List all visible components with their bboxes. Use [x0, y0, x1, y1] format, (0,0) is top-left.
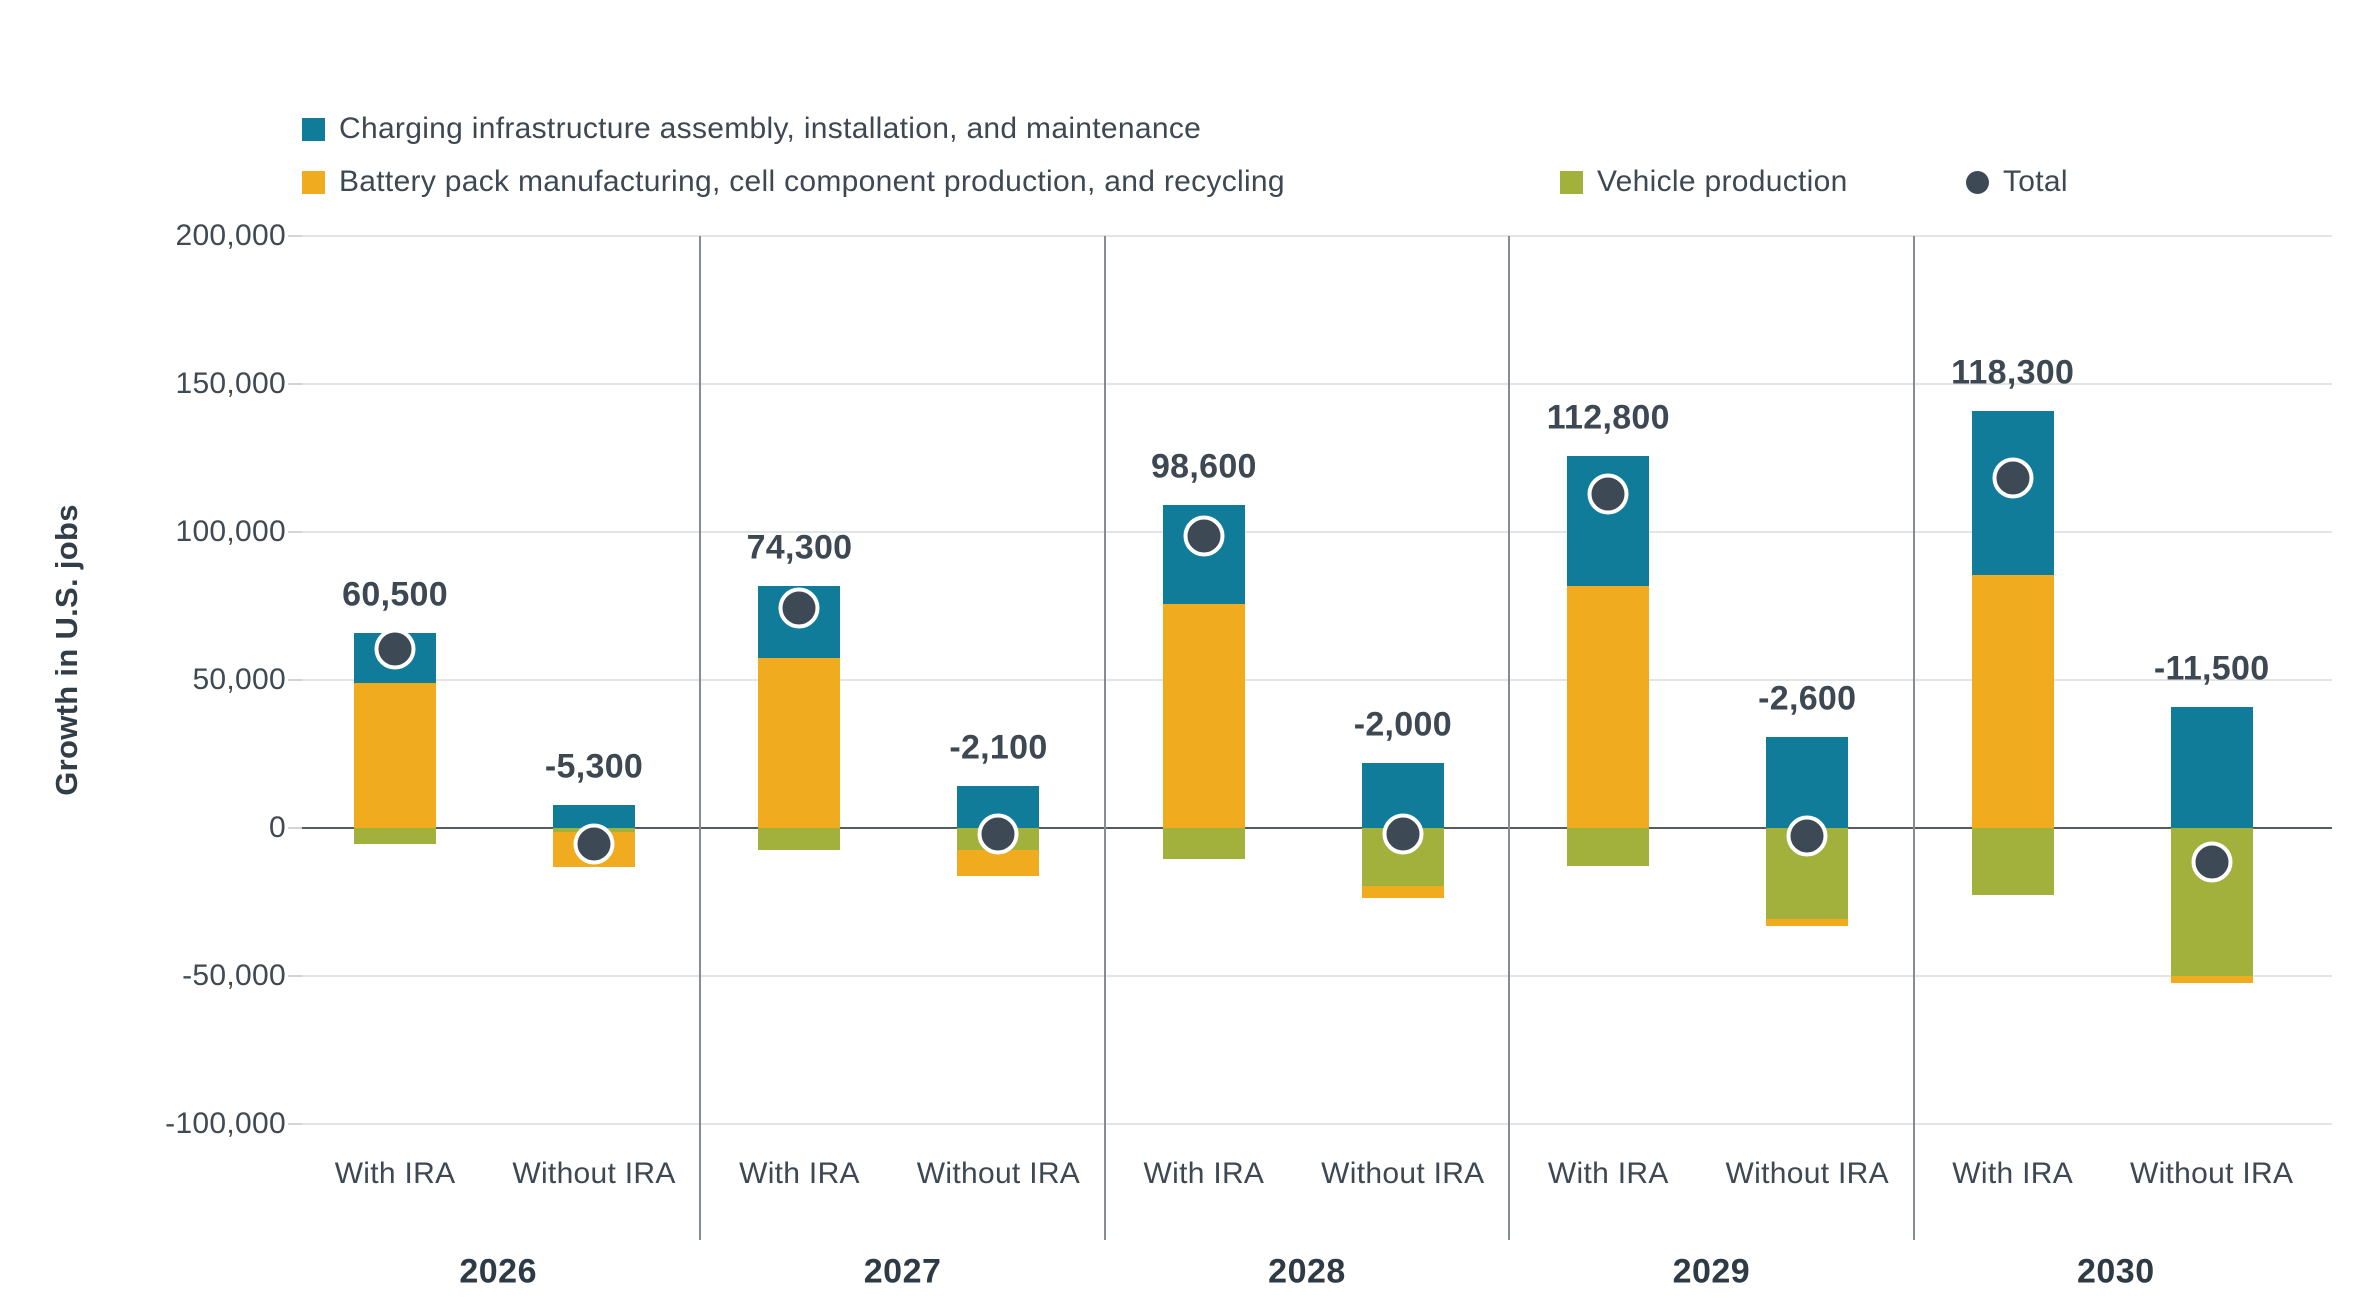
- y-axis-tick-label: 0: [269, 811, 286, 844]
- x-axis-bar-label: With IRA: [1547, 1157, 1669, 1190]
- bar-value-label: 60,500: [342, 575, 448, 614]
- year-group-separator: [1912, 236, 1915, 1240]
- y-axis-tick: [288, 383, 302, 385]
- legend-label-vehicle: Vehicle production: [1597, 165, 1848, 198]
- y-axis-tick: [288, 1123, 302, 1125]
- x-axis-bar-label: With IRA: [1952, 1157, 2074, 1190]
- bar-segment-vehicle: [1162, 828, 1245, 859]
- x-axis-year-label: 2027: [863, 1252, 942, 1291]
- bar-value-label: -2,100: [949, 728, 1048, 767]
- charging-swatch-icon: [302, 117, 325, 141]
- x-axis-year-label: 2026: [459, 1252, 538, 1291]
- bar-segment-charging: [553, 804, 636, 828]
- total-dot-icon: [1966, 170, 1989, 194]
- bar-segment-battery: [1162, 603, 1245, 828]
- battery-swatch-icon: [302, 170, 325, 194]
- gridline: [296, 383, 2332, 385]
- bar-segment-battery: [1567, 586, 1650, 828]
- total-marker: [1587, 473, 1629, 515]
- total-marker: [778, 587, 820, 629]
- total-marker: [2191, 841, 2233, 883]
- y-axis-tick: [288, 975, 302, 977]
- x-axis-bar-label: Without IRA: [916, 1157, 1081, 1190]
- y-axis-tick-label: -50,000: [182, 959, 286, 992]
- y-axis-tick: [288, 827, 302, 829]
- legend-label-battery: Battery pack manufacturing, cell compone…: [339, 165, 1285, 198]
- y-axis-tick: [288, 679, 302, 681]
- bar-segment-battery: [1766, 918, 1849, 927]
- bar-value-label: -2,600: [1758, 679, 1857, 718]
- x-axis-year-label: 2029: [1672, 1252, 1751, 1291]
- gridline: [296, 679, 2332, 681]
- bar-value-label: -11,500: [2153, 649, 2270, 688]
- y-axis-tick-label: 100,000: [175, 515, 286, 548]
- bar-segment-vehicle: [1567, 828, 1650, 867]
- y-axis-tick: [288, 531, 302, 533]
- bar-segment-battery: [2170, 976, 2253, 984]
- y-axis-tick-label: 200,000: [175, 219, 286, 252]
- bar-segment-battery: [1361, 886, 1444, 899]
- total-marker: [573, 823, 615, 865]
- bar-segment-battery: [758, 658, 841, 828]
- bar-value-label: -5,300: [544, 747, 644, 786]
- bar-segment-vehicle: [758, 828, 841, 851]
- y-axis-tick: [288, 235, 302, 237]
- gridline: [296, 975, 2332, 977]
- bar-value-label: 74,300: [746, 528, 853, 567]
- bar-value-label: -2,000: [1353, 705, 1452, 744]
- x-axis-year-label: 2028: [1268, 1252, 1346, 1291]
- x-axis-bar-label: With IRA: [739, 1157, 860, 1190]
- legend-item-total: Total: [1966, 165, 2068, 199]
- bar-segment-vehicle: [354, 828, 437, 844]
- x-axis-bar-label: Without IRA: [1725, 1157, 1889, 1190]
- x-axis-bar-label: With IRA: [1143, 1157, 1265, 1190]
- legend-label-charging: Charging infrastructure assembly, instal…: [339, 112, 1202, 145]
- total-marker: [1382, 813, 1424, 855]
- legend-label-total: Total: [2003, 165, 2068, 198]
- x-axis-bar-label: Without IRA: [512, 1157, 676, 1190]
- gridline: [296, 531, 2332, 533]
- y-axis-tick-label: -100,000: [165, 1107, 286, 1140]
- year-group-separator: [1103, 236, 1106, 1240]
- bar-segment-battery: [1971, 574, 2054, 828]
- total-marker: [374, 628, 416, 670]
- bar-segment-battery: [354, 682, 437, 828]
- legend-item-charging: Charging infrastructure assembly, instal…: [302, 112, 1201, 146]
- gridline: [296, 1123, 2332, 1125]
- y-axis-tick-label: 150,000: [175, 367, 286, 400]
- vehicle-swatch-icon: [1560, 170, 1583, 194]
- total-marker: [1786, 815, 1828, 857]
- x-axis-bar-label: With IRA: [334, 1157, 456, 1190]
- bar-segment-charging: [1766, 737, 1849, 828]
- year-group-separator: [1508, 236, 1511, 1240]
- total-marker: [1183, 515, 1225, 557]
- y-axis-tick-label: 50,000: [192, 663, 286, 696]
- zero-line: [296, 827, 2332, 829]
- total-marker: [977, 813, 1019, 855]
- bar-segment-charging: [2170, 706, 2253, 828]
- bar-value-label: 112,800: [1546, 398, 1670, 437]
- x-axis-bar-label: Without IRA: [2129, 1157, 2294, 1190]
- bar-value-label: 98,600: [1150, 447, 1257, 486]
- legend-item-vehicle: Vehicle production: [1560, 165, 1848, 199]
- x-axis-year-label: 2030: [2076, 1252, 2155, 1291]
- gridline: [296, 235, 2332, 237]
- total-marker: [1992, 457, 2034, 499]
- bar-value-label: 118,300: [1951, 353, 2075, 392]
- year-group-separator: [699, 236, 702, 1240]
- x-axis-bar-label: Without IRA: [1321, 1157, 1485, 1190]
- bar-segment-vehicle: [1971, 828, 2054, 896]
- legend-item-battery: Battery pack manufacturing, cell compone…: [302, 165, 1285, 199]
